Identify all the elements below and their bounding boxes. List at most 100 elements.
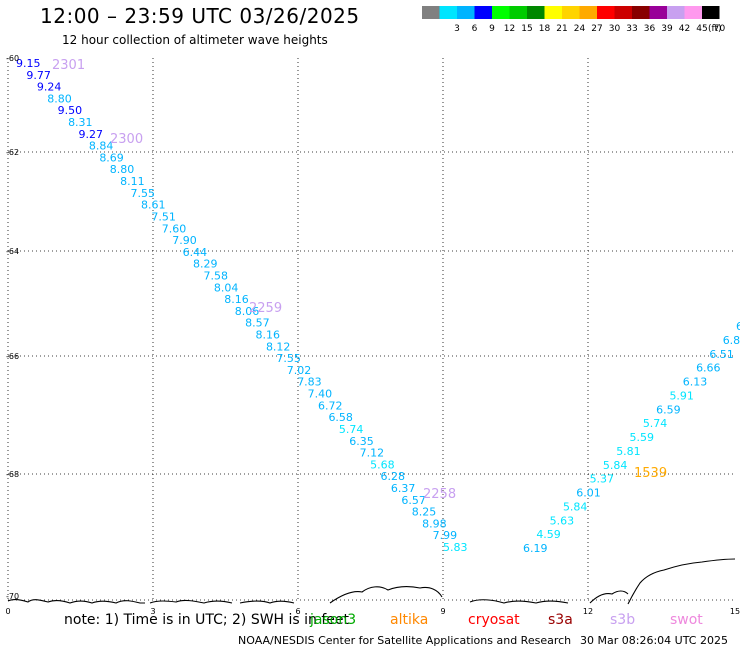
wave-height-label: 8.16: [256, 329, 281, 342]
scale-tick-label: 70: [714, 24, 726, 34]
scale-tick-label: 6: [472, 24, 478, 34]
antarctic-coastline: [7, 558, 736, 605]
lon-tick-label: 6: [295, 607, 300, 616]
wave-height-label: 9.27: [78, 128, 103, 141]
wave-height-label: 6.66: [696, 362, 721, 375]
generated-timestamp: 30 Mar 08:26:04 UTC 2025: [580, 634, 728, 647]
wave-height-label: 7.99: [433, 529, 458, 542]
page-subtitle: 12 hour collection of altimeter wave hei…: [62, 33, 328, 47]
wave-height-label: 8.61: [141, 199, 166, 212]
wave-height-label: 8.31: [68, 116, 93, 129]
wave-height-label: 7.02: [287, 364, 312, 377]
wave-height-label: 5.63: [550, 514, 575, 527]
wave-height-label: 6.72: [318, 399, 343, 412]
scale-swatch: [562, 6, 580, 19]
wave-height-label: 8.29: [193, 258, 218, 271]
page-title: 12:00 – 23:59 UTC 03/26/2025: [40, 4, 360, 28]
wave-height-label: 8.69: [99, 151, 124, 164]
wave-height-label: 4.59: [536, 528, 561, 541]
wave-height-label: 8.25: [412, 506, 437, 519]
scale-swatch: [492, 6, 510, 19]
wave-height-label: 9.24: [37, 81, 62, 94]
legend-swot: swot: [670, 612, 703, 628]
scale-swatch: [457, 6, 475, 19]
wave-height-label: 8.04: [214, 281, 239, 294]
wave-height-label: 7.55: [131, 187, 156, 200]
lon-tick-label: 15: [730, 607, 740, 616]
scale-swatch: [597, 6, 615, 19]
scale-unit-label: (ft): [708, 24, 722, 34]
legend-s3a: s3a: [548, 612, 573, 628]
scale-swatch: [667, 6, 685, 19]
wave-height-label: 6.37: [391, 482, 416, 495]
scale-swatch: [614, 6, 632, 19]
wave-height-label: 6.51: [709, 348, 734, 361]
wave-height-label: 8.16: [224, 293, 249, 306]
legend-altika: altika: [390, 612, 429, 628]
scale-tick-label: 30: [609, 24, 621, 34]
units-note: note: 1) Time is in UTC; 2) SWH is in fe…: [64, 612, 350, 628]
wave-height-label: 7.51: [151, 210, 176, 223]
lon-tick-label: 0: [5, 607, 10, 616]
wave-height-label: 6.13: [683, 376, 708, 389]
lat-tick-label: -70: [6, 592, 19, 601]
wave-height-tracks: 9.159.779.248.809.508.319.278.848.698.80…: [16, 57, 740, 555]
wave-height-label: 6.8: [723, 334, 740, 347]
legend-s3b: s3b: [610, 612, 636, 628]
wave-height-label: 6.01: [576, 487, 601, 500]
scale-tick-label: 24: [574, 24, 586, 34]
wave-height-label: 8.80: [47, 92, 72, 105]
wave-height-label: 8.84: [89, 140, 114, 153]
wave-height-label: 6.58: [328, 411, 353, 424]
lon-tick-label: 3: [150, 607, 155, 616]
scale-tick-label: 33: [626, 24, 637, 34]
wave-height-label: 9.77: [26, 69, 51, 82]
scale-swatch: [579, 6, 597, 19]
wave-height-label: 5.68: [370, 458, 395, 471]
scale-swatch: [474, 6, 492, 19]
wave-height-label: 5.81: [616, 445, 641, 458]
pass-time-label: 2300: [110, 132, 143, 147]
wave-height-label: 7.55: [276, 352, 301, 365]
wave-height-label: 8.80: [110, 163, 135, 176]
lat-tick-label: -68: [6, 470, 19, 479]
pass-time-label: 2301: [52, 58, 85, 73]
scale-tick-label: 42: [679, 24, 690, 34]
wave-height-label: 8.57: [245, 317, 270, 330]
wave-height-label: 7.60: [162, 222, 187, 235]
wave-height-label: 7.58: [203, 269, 228, 282]
wave-height-label: 7.90: [172, 234, 197, 247]
scale-tick-label: 45: [696, 24, 707, 34]
scale-tick-label: 15: [521, 24, 532, 34]
wave-height-label: 7.40: [308, 388, 333, 401]
scale-tick-label: 18: [539, 24, 551, 34]
wave-height-label: 6.19: [523, 542, 548, 555]
wave-height-label: 6.28: [381, 470, 406, 483]
wave-height-label: 9.15: [16, 57, 41, 70]
wave-height-label: 6.35: [349, 435, 374, 448]
scale-tick-label: 36: [644, 24, 656, 34]
wave-height-label: 9.50: [58, 104, 83, 117]
lat-tick-label: -60: [6, 54, 19, 63]
credit-line: NOAA/NESDIS Center for Satellite Applica…: [238, 634, 572, 647]
wave-height-label: 5.74: [339, 423, 364, 436]
wave-height-color-scale: 3 6 9 12 15 18 21 24 27 30 33 36 39 42 45 70(ft): [422, 6, 726, 34]
wave-height-label: 8.11: [120, 175, 144, 188]
wave-height-label: 5.84: [563, 500, 588, 513]
lon-tick-label: 12: [583, 607, 593, 616]
pass-time-label: 2259: [249, 301, 282, 316]
scale-swatch: [544, 6, 562, 19]
scale-swatch: [649, 6, 667, 19]
wave-height-label: 6: [736, 320, 740, 333]
lat-tick-label: -64: [6, 247, 19, 256]
scale-tick-label: 27: [591, 24, 602, 34]
wave-height-label: 5.91: [669, 389, 694, 402]
legend-cryosat: cryosat: [468, 612, 520, 628]
wave-height-label: 7.83: [297, 376, 322, 389]
wave-height-label: 5.84: [603, 459, 628, 472]
scale-tick-label: 12: [504, 24, 515, 34]
wave-height-label: 7.12: [360, 447, 385, 460]
scale-swatch: [702, 6, 720, 19]
scale-tick-label: 21: [556, 24, 567, 34]
